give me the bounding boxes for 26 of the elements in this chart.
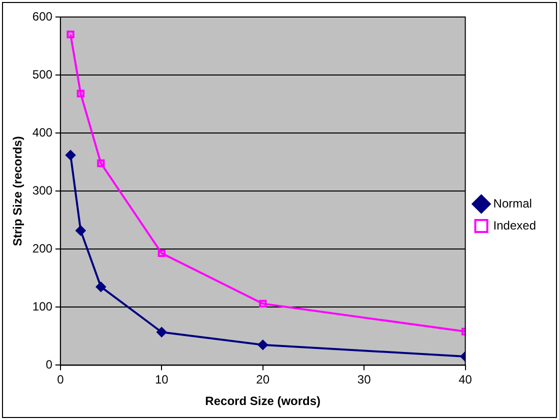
y-axis-title: Strip Size (records) <box>10 136 25 246</box>
point <box>259 300 267 308</box>
x-tick-label: 20 <box>256 372 270 387</box>
point <box>96 282 106 292</box>
point <box>156 327 167 338</box>
y-tick-label: 0 <box>46 358 53 372</box>
y-tick-label: 300 <box>32 183 53 198</box>
legend-label: Normal <box>493 196 532 210</box>
x-tick-label: 30 <box>357 372 372 387</box>
point <box>76 90 84 98</box>
y-tick-label: 600 <box>32 9 53 24</box>
y-tick-label: 500 <box>32 67 53 82</box>
y-tick-label: 200 <box>32 241 53 256</box>
point <box>66 30 74 38</box>
y-tick-label: 100 <box>32 299 53 314</box>
point <box>97 159 105 168</box>
x-tick-label: 40 <box>458 372 472 387</box>
x-tick-label: 10 <box>154 372 169 387</box>
point <box>158 249 166 258</box>
point <box>258 340 268 350</box>
legend-label: Indexed <box>493 218 536 232</box>
point <box>76 226 86 236</box>
point <box>66 150 76 160</box>
x-tick-label: 0 <box>57 372 64 387</box>
x-axis-title: Record Size (words) <box>205 394 321 408</box>
y-tick-label: 400 <box>32 125 53 140</box>
